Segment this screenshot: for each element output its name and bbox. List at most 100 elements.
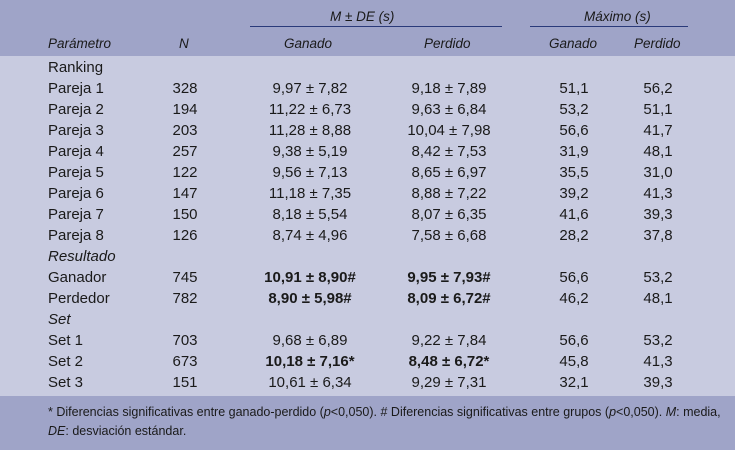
cell-n: 126 — [172, 227, 198, 244]
row-label: Pareja 3 — [48, 122, 104, 139]
cell-max-perdido: 51,1 — [643, 101, 673, 118]
footnote-text: : media, — [676, 405, 721, 419]
group-underline-mean-sd — [250, 26, 502, 27]
cell-max-ganado: 41,6 — [559, 206, 589, 223]
cell-max-perdido: 48,1 — [643, 143, 673, 160]
cell-perdido: 8,65 ± 6,97 — [411, 164, 487, 181]
cell-perdido: 8,48 ± 6,72* — [408, 353, 490, 370]
footnote-text: <0,050). # Diferencias significativas en… — [330, 405, 610, 419]
cell-n: 122 — [172, 164, 198, 181]
cell-max-ganado: 46,2 — [559, 290, 589, 307]
cell-ganado: 11,28 ± 8,88 — [268, 122, 352, 139]
footnote-m-symbol: M — [665, 405, 677, 419]
cell-max-ganado: 35,5 — [559, 164, 589, 181]
row-label: Perdedor — [48, 290, 110, 307]
cell-max-perdido: 41,3 — [643, 185, 673, 202]
row-label: Pareja 5 — [48, 164, 104, 181]
cell-perdido: 8,88 ± 7,22 — [411, 185, 487, 202]
cell-max-ganado: 28,2 — [559, 227, 589, 244]
cell-max-perdido: 41,3 — [643, 353, 673, 370]
group-header-mean-sd: M ± DE (s) — [330, 9, 395, 24]
cell-ganado: 8,74 ± 4,96 — [272, 227, 348, 244]
cell-n: 147 — [172, 185, 198, 202]
col-header-parametro: Parámetro — [48, 36, 112, 51]
cell-ganado: 9,97 ± 7,82 — [272, 80, 348, 97]
cell-n: 203 — [172, 122, 198, 139]
col-header-perdido: Perdido — [424, 36, 471, 51]
cell-max-perdido: 56,2 — [643, 80, 673, 97]
cell-max-perdido: 53,2 — [643, 269, 673, 286]
row-label: Pareja 7 — [48, 206, 104, 223]
row-label: Set 2 — [48, 353, 84, 370]
cell-perdido: 10,04 ± 7,98 — [407, 122, 491, 139]
cell-ganado: 10,61 ± 6,34 — [268, 374, 352, 391]
col-header-max-perdido: Perdido — [634, 36, 681, 51]
cell-n: 745 — [172, 269, 198, 286]
cell-max-perdido: 39,3 — [643, 206, 673, 223]
table-footer — [0, 396, 735, 450]
cell-max-ganado: 56,6 — [559, 122, 589, 139]
cell-n: 328 — [172, 80, 198, 97]
cell-max-perdido: 53,2 — [643, 332, 673, 349]
footnote-p-symbol: p — [323, 405, 331, 419]
cell-max-ganado: 56,6 — [559, 332, 589, 349]
cell-perdido: 9,29 ± 7,31 — [411, 374, 487, 391]
row-label: Pareja 8 — [48, 227, 104, 244]
cell-n: 194 — [172, 101, 198, 118]
cell-ganado: 8,90 ± 5,98# — [268, 290, 352, 307]
cell-max-ganado: 56,6 — [559, 269, 589, 286]
cell-max-perdido: 39,3 — [643, 374, 673, 391]
cell-max-ganado: 31,9 — [559, 143, 589, 160]
row-label: Set 1 — [48, 332, 84, 349]
cell-max-ganado: 39,2 — [559, 185, 589, 202]
row-label: Pareja 2 — [48, 101, 104, 118]
footnote-de-symbol: DE — [48, 424, 66, 438]
cell-perdido: 7,58 ± 6,68 — [411, 227, 487, 244]
cell-max-ganado: 45,8 — [559, 353, 589, 370]
cell-perdido: 9,63 ± 6,84 — [411, 101, 487, 118]
row-label: Pareja 1 — [48, 80, 104, 97]
cell-max-ganado: 51,1 — [559, 80, 589, 97]
row-label: Pareja 6 — [48, 185, 104, 202]
cell-max-perdido: 41,7 — [643, 122, 673, 139]
cell-max-ganado: 32,1 — [559, 374, 589, 391]
cell-n: 150 — [172, 206, 198, 223]
cell-perdido: 9,95 ± 7,93# — [407, 269, 491, 286]
footnote-text: <0,050). — [616, 405, 666, 419]
cell-n: 257 — [172, 143, 198, 160]
group-underline-max — [530, 26, 688, 27]
cell-ganado: 11,18 ± 7,35 — [268, 185, 352, 202]
row-label: Ganador — [48, 269, 107, 286]
cell-ganado: 10,18 ± 7,16* — [265, 353, 355, 370]
cell-n: 151 — [172, 374, 198, 391]
cell-ganado: 11,22 ± 6,73 — [268, 101, 352, 118]
cell-n: 782 — [172, 290, 198, 307]
footnote-p-symbol: p — [609, 405, 617, 419]
cell-perdido: 8,42 ± 7,53 — [411, 143, 487, 160]
footnote-text: * Diferencias significativas entre ganad… — [48, 405, 324, 419]
col-header-ganado: Ganado — [284, 36, 333, 51]
section-label: Ranking — [48, 59, 104, 76]
section-label: Resultado — [48, 248, 116, 265]
cell-perdido: 9,18 ± 7,89 — [411, 80, 487, 97]
col-header-n: N — [179, 36, 189, 51]
footnote-text: : desviación estándar. — [65, 424, 187, 438]
footnote: * Diferencias significativas entre ganad… — [48, 403, 728, 441]
cell-perdido: 8,07 ± 6,35 — [411, 206, 487, 223]
cell-ganado: 9,68 ± 6,89 — [272, 332, 348, 349]
row-label: Set 3 — [48, 374, 84, 391]
cell-max-perdido: 37,8 — [643, 227, 673, 244]
cell-n: 703 — [172, 332, 198, 349]
row-label: Pareja 4 — [48, 143, 104, 160]
section-label: Set — [48, 311, 71, 328]
cell-max-perdido: 31,0 — [643, 164, 673, 181]
group-header-max: Máximo (s) — [584, 9, 651, 24]
cell-ganado: 9,56 ± 7,13 — [272, 164, 348, 181]
cell-max-perdido: 48,1 — [643, 290, 673, 307]
cell-max-ganado: 53,2 — [559, 101, 589, 118]
cell-ganado: 9,38 ± 5,19 — [272, 143, 348, 160]
cell-perdido: 8,09 ± 6,72# — [407, 290, 491, 307]
cell-n: 673 — [172, 353, 198, 370]
cell-ganado: 8,18 ± 5,54 — [272, 206, 348, 223]
